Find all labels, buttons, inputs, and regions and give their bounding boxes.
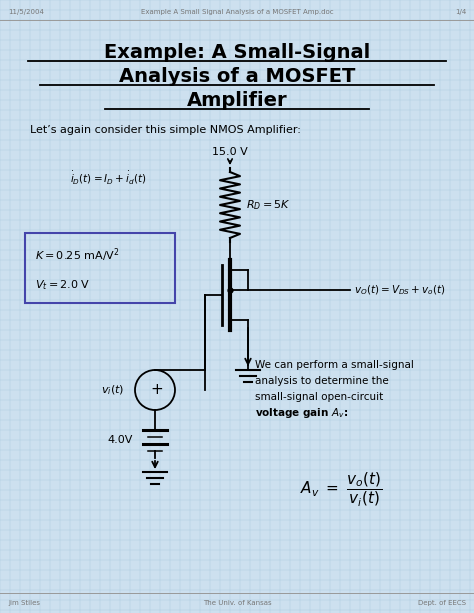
Text: 11/5/2004: 11/5/2004 [8, 9, 44, 15]
Text: $A_v\ =\ \dfrac{v_o(t)}{v_i(t)}$: $A_v\ =\ \dfrac{v_o(t)}{v_i(t)}$ [300, 471, 383, 509]
Text: Amplifier: Amplifier [187, 91, 287, 110]
Text: Jim Stiles: Jim Stiles [8, 600, 40, 606]
Text: $R_D = 5K$: $R_D = 5K$ [246, 198, 291, 212]
Text: 4.0V: 4.0V [108, 435, 133, 445]
Text: We can perform a small-signal: We can perform a small-signal [255, 360, 414, 370]
Text: The Univ. of Kansas: The Univ. of Kansas [203, 600, 271, 606]
Text: Dept. of EECS: Dept. of EECS [418, 600, 466, 606]
Text: 1/4: 1/4 [455, 9, 466, 15]
Text: Let’s again consider this simple NMOS Amplifier:: Let’s again consider this simple NMOS Am… [30, 125, 301, 135]
Text: $K = 0.25\ \mathrm{mA/V^2}$: $K = 0.25\ \mathrm{mA/V^2}$ [35, 246, 120, 264]
Text: $v_O(t)=V_{DS}+v_o(t)$: $v_O(t)=V_{DS}+v_o(t)$ [354, 283, 446, 297]
Text: 15.0 V: 15.0 V [212, 147, 248, 157]
Bar [25, 233, 175, 303]
Text: Analysis of a MOSFET: Analysis of a MOSFET [119, 66, 355, 85]
Text: $V_t = 2.0\ \mathrm{V}$: $V_t = 2.0\ \mathrm{V}$ [35, 278, 91, 292]
Text: +: + [151, 383, 164, 397]
Text: small-signal open-circuit: small-signal open-circuit [255, 392, 383, 402]
Text: analysis to determine the: analysis to determine the [255, 376, 389, 386]
Text: $\dot{i}_D(t) = I_D + \dot{i}_d(t)$: $\dot{i}_D(t) = I_D + \dot{i}_d(t)$ [70, 170, 146, 186]
Text: voltage gain $A_{v}$:: voltage gain $A_{v}$: [255, 406, 348, 420]
Text: Example A Small Signal Analysis of a MOSFET Amp.doc: Example A Small Signal Analysis of a MOS… [141, 9, 333, 15]
Text: Example: A Small-Signal: Example: A Small-Signal [104, 42, 370, 61]
Text: $v_i(t)$: $v_i(t)$ [101, 383, 125, 397]
